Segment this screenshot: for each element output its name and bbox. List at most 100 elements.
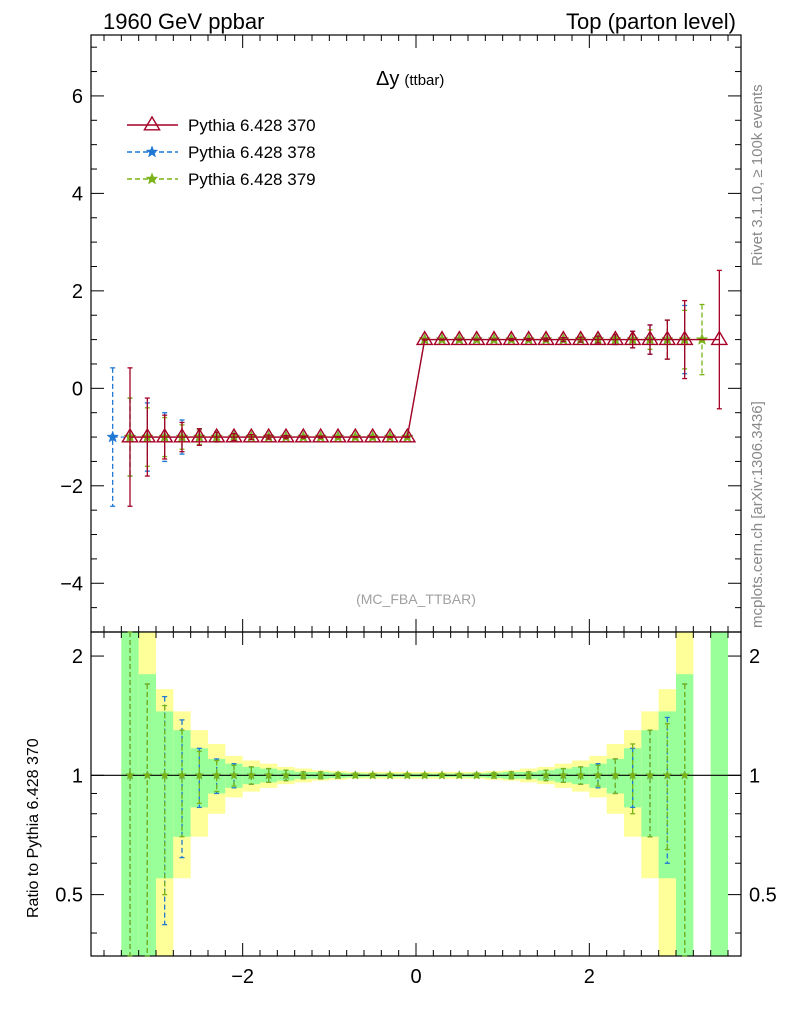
data-point-star bbox=[489, 770, 499, 780]
analysis-watermark: (MC_FBA_TTBAR) bbox=[356, 591, 476, 607]
main-series-1 bbox=[106, 304, 692, 507]
ratio-panel: −2 0 2 0.5 0.5 1 1 2 2 bbox=[55, 631, 777, 988]
ratio-y-tick-label-right: 0.5 bbox=[749, 885, 777, 907]
ratio-y-tick-label: 0.5 bbox=[55, 885, 83, 907]
data-point-star bbox=[645, 770, 655, 780]
data-point-triangle bbox=[467, 330, 486, 346]
main-series-0 bbox=[121, 269, 729, 507]
ratio-series-1 bbox=[125, 631, 690, 957]
green-band-bin bbox=[658, 711, 676, 879]
data-point-star bbox=[333, 770, 343, 780]
chart-title: Δy bbox=[376, 68, 399, 90]
ratio-y-tick-label-right: 2 bbox=[749, 646, 760, 668]
ratio-ylabel: Ratio to Pythia 6.428 370 bbox=[25, 738, 42, 918]
data-point-triangle bbox=[623, 330, 642, 346]
ratio-y-tick-label: 1 bbox=[72, 765, 83, 787]
data-point-triangle bbox=[571, 330, 590, 346]
data-point-triangle bbox=[398, 427, 417, 443]
mcplots-label: mcplots.cern.ch [arXiv:1306.3436] bbox=[749, 401, 766, 628]
data-point-star bbox=[610, 770, 621, 780]
data-point-triangle bbox=[259, 427, 278, 443]
data-point-star bbox=[558, 770, 569, 780]
legend: Pythia 6.428 370 Pythia 6.428 378 Pythia 6… bbox=[127, 115, 316, 189]
data-point-triangle bbox=[346, 427, 365, 443]
y-tick-label: 4 bbox=[72, 183, 83, 205]
data-point-triangle bbox=[277, 427, 295, 443]
data-point-star bbox=[506, 770, 517, 780]
data-point-star bbox=[211, 770, 222, 780]
series-line bbox=[130, 338, 720, 438]
data-point-star bbox=[281, 770, 291, 780]
y-tick-label: 0 bbox=[72, 378, 83, 400]
data-point-star bbox=[194, 770, 205, 780]
data-point-triangle bbox=[554, 330, 573, 346]
y-tick-label: 2 bbox=[72, 281, 83, 303]
legend-marker-star bbox=[145, 172, 159, 185]
data-point-star bbox=[106, 430, 120, 443]
data-point-star bbox=[298, 770, 309, 780]
y-tick-label: −2 bbox=[60, 476, 83, 498]
data-point-triangle bbox=[519, 330, 538, 346]
data-point-triangle bbox=[190, 427, 209, 443]
data-point-star bbox=[315, 770, 326, 780]
data-point-star bbox=[125, 770, 135, 780]
data-point-triangle bbox=[641, 330, 659, 346]
legend-marker-star bbox=[145, 145, 159, 158]
data-point-triangle bbox=[207, 427, 226, 443]
data-point-star bbox=[419, 770, 430, 780]
data-point-star bbox=[627, 770, 638, 780]
data-point-star bbox=[367, 770, 378, 780]
x-tick-label: 2 bbox=[584, 966, 595, 988]
data-point-star bbox=[454, 770, 465, 780]
data-point-triangle bbox=[173, 427, 191, 443]
data-point-triangle bbox=[502, 330, 521, 346]
data-point-star bbox=[437, 770, 447, 780]
data-point-star bbox=[541, 770, 551, 780]
data-point-triangle bbox=[415, 330, 434, 346]
data-point-star bbox=[575, 770, 586, 780]
data-point-star bbox=[523, 770, 534, 780]
data-point-triangle bbox=[294, 427, 313, 443]
header-left: 1960 GeV ppbar bbox=[103, 9, 264, 34]
green-band-bin bbox=[710, 632, 728, 956]
green-band-bin bbox=[173, 730, 191, 837]
series-line bbox=[112, 339, 685, 438]
data-point-star bbox=[159, 770, 170, 780]
x-tick-label: 0 bbox=[410, 966, 421, 988]
data-point-triangle bbox=[658, 330, 677, 346]
data-point-triangle bbox=[485, 330, 503, 346]
data-point-triangle bbox=[606, 330, 625, 346]
data-point-triangle bbox=[242, 427, 261, 443]
ratio-y-tick-label-right: 1 bbox=[749, 765, 760, 787]
green-band-bin bbox=[641, 730, 659, 837]
legend-label: Pythia 6.428 370 bbox=[188, 116, 316, 135]
data-point-star bbox=[662, 770, 673, 780]
data-point-triangle bbox=[138, 427, 157, 443]
data-point-triangle bbox=[433, 330, 451, 346]
data-point-triangle bbox=[675, 330, 694, 346]
data-point-triangle bbox=[381, 427, 399, 443]
data-point-star bbox=[402, 770, 413, 780]
data-point-star bbox=[593, 770, 603, 780]
data-point-star bbox=[679, 770, 690, 780]
rivet-label: Rivet 3.1.10, ≥ 100k events bbox=[749, 84, 766, 266]
data-point-triangle bbox=[225, 427, 243, 443]
data-point-triangle bbox=[329, 427, 347, 443]
data-point-triangle bbox=[121, 427, 139, 443]
data-point-star bbox=[246, 770, 257, 780]
data-point-triangle bbox=[537, 330, 555, 346]
legend-marker-triangle bbox=[143, 115, 161, 131]
data-point-star bbox=[471, 770, 482, 780]
data-point-triangle bbox=[589, 330, 607, 346]
ratio-y-tick-label: 2 bbox=[72, 646, 83, 668]
data-point-star bbox=[142, 770, 153, 780]
y-tick-label: 6 bbox=[72, 86, 83, 108]
header-right: Top (parton level) bbox=[566, 9, 736, 34]
data-point-triangle bbox=[710, 330, 729, 346]
data-point-star bbox=[263, 770, 274, 780]
data-point-triangle bbox=[450, 330, 469, 346]
chart-title-suffix: (ttbar) bbox=[404, 72, 444, 89]
data-point-triangle bbox=[311, 427, 330, 443]
x-tick-label: −2 bbox=[231, 966, 254, 988]
